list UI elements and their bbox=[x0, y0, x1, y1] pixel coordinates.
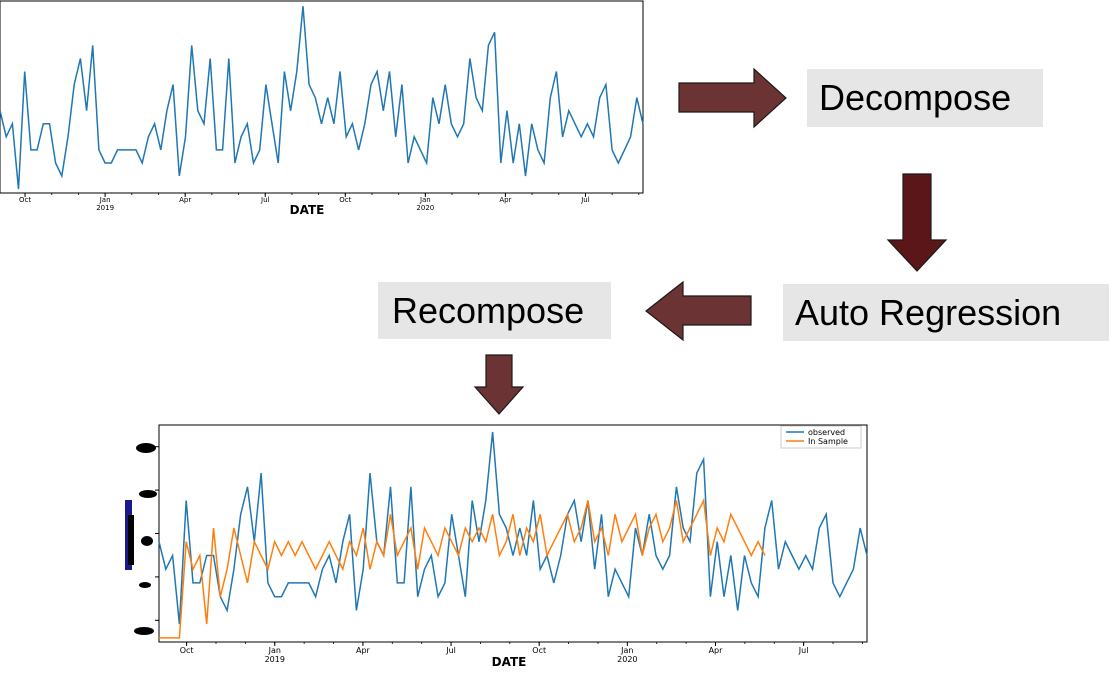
auto-regression-label: Auto Regression bbox=[795, 291, 1062, 333]
x-tick-label: Apr bbox=[499, 196, 511, 204]
x-tick-label: Oct bbox=[339, 196, 351, 204]
x-tick-label: Apr bbox=[356, 646, 371, 655]
x-tick-year: 2020 bbox=[416, 204, 434, 212]
x-tick-label: Apr bbox=[179, 196, 191, 204]
x-tick-label: Jul bbox=[260, 196, 270, 204]
y-axis-artifacts bbox=[125, 443, 157, 635]
arrow-down-icon bbox=[473, 354, 525, 415]
x-tick-label: Apr bbox=[709, 646, 724, 655]
x-tick-year: 2019 bbox=[96, 204, 114, 212]
x-tick-year: 2020 bbox=[617, 655, 637, 664]
x-tick-label: Jul bbox=[580, 196, 590, 204]
plot-frame bbox=[0, 0, 644, 194]
x-tick-label: Oct bbox=[180, 646, 194, 655]
x-tick-label: Oct bbox=[19, 196, 31, 204]
chart-legend: observed In Sample bbox=[780, 425, 862, 449]
decompose-box: Decompose bbox=[807, 69, 1043, 127]
x-tick-label: Jan bbox=[268, 646, 281, 655]
legend-in-sample: In Sample bbox=[808, 437, 848, 446]
bottom-chart-xlabel: DATE bbox=[492, 655, 527, 669]
recompose-box: Recompose bbox=[378, 282, 611, 339]
x-tick-label: Jan bbox=[419, 196, 431, 204]
series-line-0 bbox=[0, 6, 644, 190]
decompose-label: Decompose bbox=[819, 77, 1012, 118]
legend-observed: observed bbox=[808, 428, 845, 437]
arrow-left-icon bbox=[645, 280, 752, 342]
x-tick-label: Jul bbox=[445, 646, 456, 655]
x-tick-label: Jan bbox=[99, 196, 111, 204]
x-tick-label: Oct bbox=[532, 646, 546, 655]
arrow-down-icon bbox=[886, 173, 948, 272]
series-line-in-sample bbox=[159, 497, 766, 639]
x-tick-label: Jan bbox=[620, 646, 633, 655]
top-chart-xlabel: DATE bbox=[290, 203, 325, 217]
auto-regression-box: Auto Regression bbox=[783, 284, 1109, 341]
series-line-observed bbox=[158, 431, 868, 625]
x-tick-label: Jul bbox=[798, 646, 809, 655]
x-tick-year: 2019 bbox=[265, 655, 285, 664]
recompose-label: Recompose bbox=[392, 289, 585, 331]
arrow-right-icon bbox=[678, 67, 787, 129]
